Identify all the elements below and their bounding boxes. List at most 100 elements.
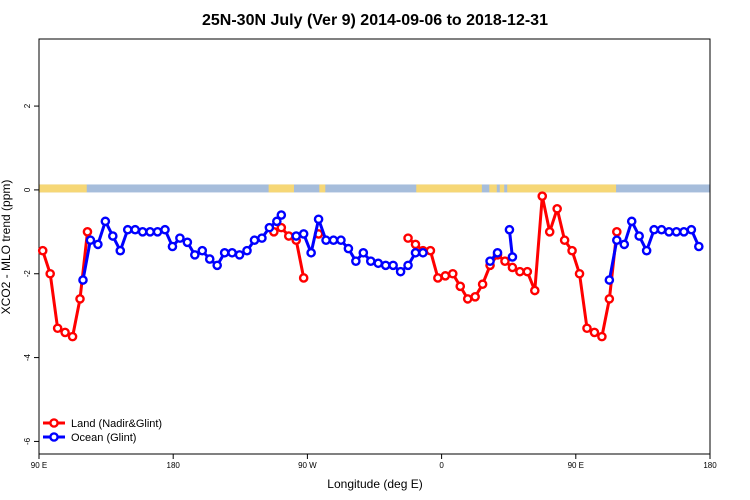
data-point-ocean (604, 275, 615, 285)
data-point-land (45, 268, 55, 279)
band-land-segment (489, 184, 497, 193)
band-land-segment (319, 184, 326, 193)
data-point-ocean (380, 260, 391, 271)
plot-frame (38, 38, 711, 455)
data-point-ocean (130, 224, 140, 235)
data-point-ocean (93, 239, 103, 250)
data-point-ocean (85, 235, 96, 246)
y-tick-label: 2 (23, 103, 32, 108)
data-point-ocean (492, 247, 503, 258)
band-land-segment (416, 184, 482, 193)
data-point-land (612, 227, 622, 237)
data-point-ocean (634, 231, 644, 241)
data-point-land (283, 231, 294, 241)
data-point-land (559, 235, 570, 246)
data-point-ocean (365, 256, 376, 266)
data-point-land (522, 266, 533, 277)
data-point-ocean (321, 235, 331, 246)
data-point-ocean (242, 245, 252, 256)
data-point-land (507, 262, 518, 273)
data-point-ocean (306, 247, 316, 258)
data-point-land (67, 331, 78, 342)
y-tick-label: -2 (23, 270, 32, 278)
data-point-land (462, 294, 473, 304)
data-point-ocean (664, 227, 674, 237)
data-point-ocean (418, 247, 428, 258)
data-point-ocean (507, 252, 518, 262)
series-line-ocean (81, 214, 283, 281)
data-point-ocean (122, 224, 133, 235)
legend-marker-ocean (49, 432, 59, 442)
data-point-ocean (264, 222, 275, 233)
legend-item-ocean: Ocean (Glint) (43, 432, 136, 444)
data-point-ocean (291, 231, 302, 241)
data-point-land (447, 268, 458, 279)
data-point-ocean (227, 247, 237, 258)
data-point-land (544, 227, 555, 237)
data-point-ocean (686, 224, 697, 235)
data-point-land (567, 245, 577, 256)
data-point-ocean (410, 247, 421, 258)
data-point-land (440, 271, 451, 281)
data-point-ocean (612, 235, 622, 246)
data-point-ocean (373, 258, 384, 269)
data-point-land (529, 285, 540, 296)
data-point-ocean (190, 250, 200, 260)
data-point-ocean (249, 235, 260, 246)
data-point-land (589, 327, 600, 338)
series-ocean (78, 210, 704, 285)
data-point-land (298, 273, 309, 283)
y-tick-label: -4 (23, 353, 32, 361)
data-point-ocean (485, 256, 495, 266)
data-point-ocean (272, 216, 282, 227)
data-point-ocean (115, 245, 126, 256)
data-point-land (552, 203, 562, 214)
data-point-ocean (204, 254, 215, 264)
x-axis-label: Longitude (deg E) (327, 477, 422, 491)
data-point-ocean (108, 231, 118, 241)
legend-label-ocean: Ocean (Glint) (71, 432, 136, 444)
x-axis: 90 E 180 90 W 0 90 E 180 (31, 454, 717, 470)
data-point-land (604, 294, 615, 304)
x-tick-label: 180 (703, 461, 717, 470)
data-point-ocean (395, 266, 406, 277)
data-point-ocean (197, 245, 208, 256)
data-point-ocean (160, 224, 170, 235)
legend-marker-land (49, 418, 59, 428)
legend: Land (Nadir&Glint) Ocean (Glint) (43, 418, 162, 444)
data-point-ocean (167, 241, 178, 252)
data-point-land (515, 266, 525, 277)
data-point-land (477, 279, 488, 290)
band-land-segment (268, 184, 294, 193)
data-point-ocean (343, 243, 354, 254)
band-land-segment (499, 184, 505, 193)
data-point-ocean (336, 235, 346, 246)
data-point-land (52, 323, 63, 334)
data-point-ocean (656, 224, 667, 235)
data-point-ocean (358, 247, 369, 258)
data-point-ocean (276, 210, 287, 220)
series-layer (37, 191, 704, 342)
data-point-land (582, 323, 592, 334)
data-point-land (82, 227, 93, 237)
data-point-ocean (671, 227, 682, 237)
data-point-ocean (649, 224, 659, 235)
surface-type-band (39, 184, 710, 193)
data-point-land (500, 256, 510, 266)
data-point-ocean (351, 256, 361, 266)
data-point-land (574, 268, 585, 279)
legend-item-land: Land (Nadir&Glint) (43, 418, 162, 430)
data-point-land (60, 327, 70, 338)
data-point-ocean (219, 247, 230, 258)
y-axis: 2 0 -2 -4 -6 (23, 103, 39, 445)
band-ocean (39, 184, 710, 193)
data-point-ocean (388, 260, 398, 271)
data-point-land (75, 294, 85, 304)
data-point-ocean (313, 214, 324, 225)
data-point-ocean (257, 233, 267, 243)
data-point-ocean (78, 275, 88, 285)
data-point-land (470, 292, 480, 302)
data-point-land (276, 222, 287, 233)
y-tick-label: -6 (23, 437, 32, 445)
